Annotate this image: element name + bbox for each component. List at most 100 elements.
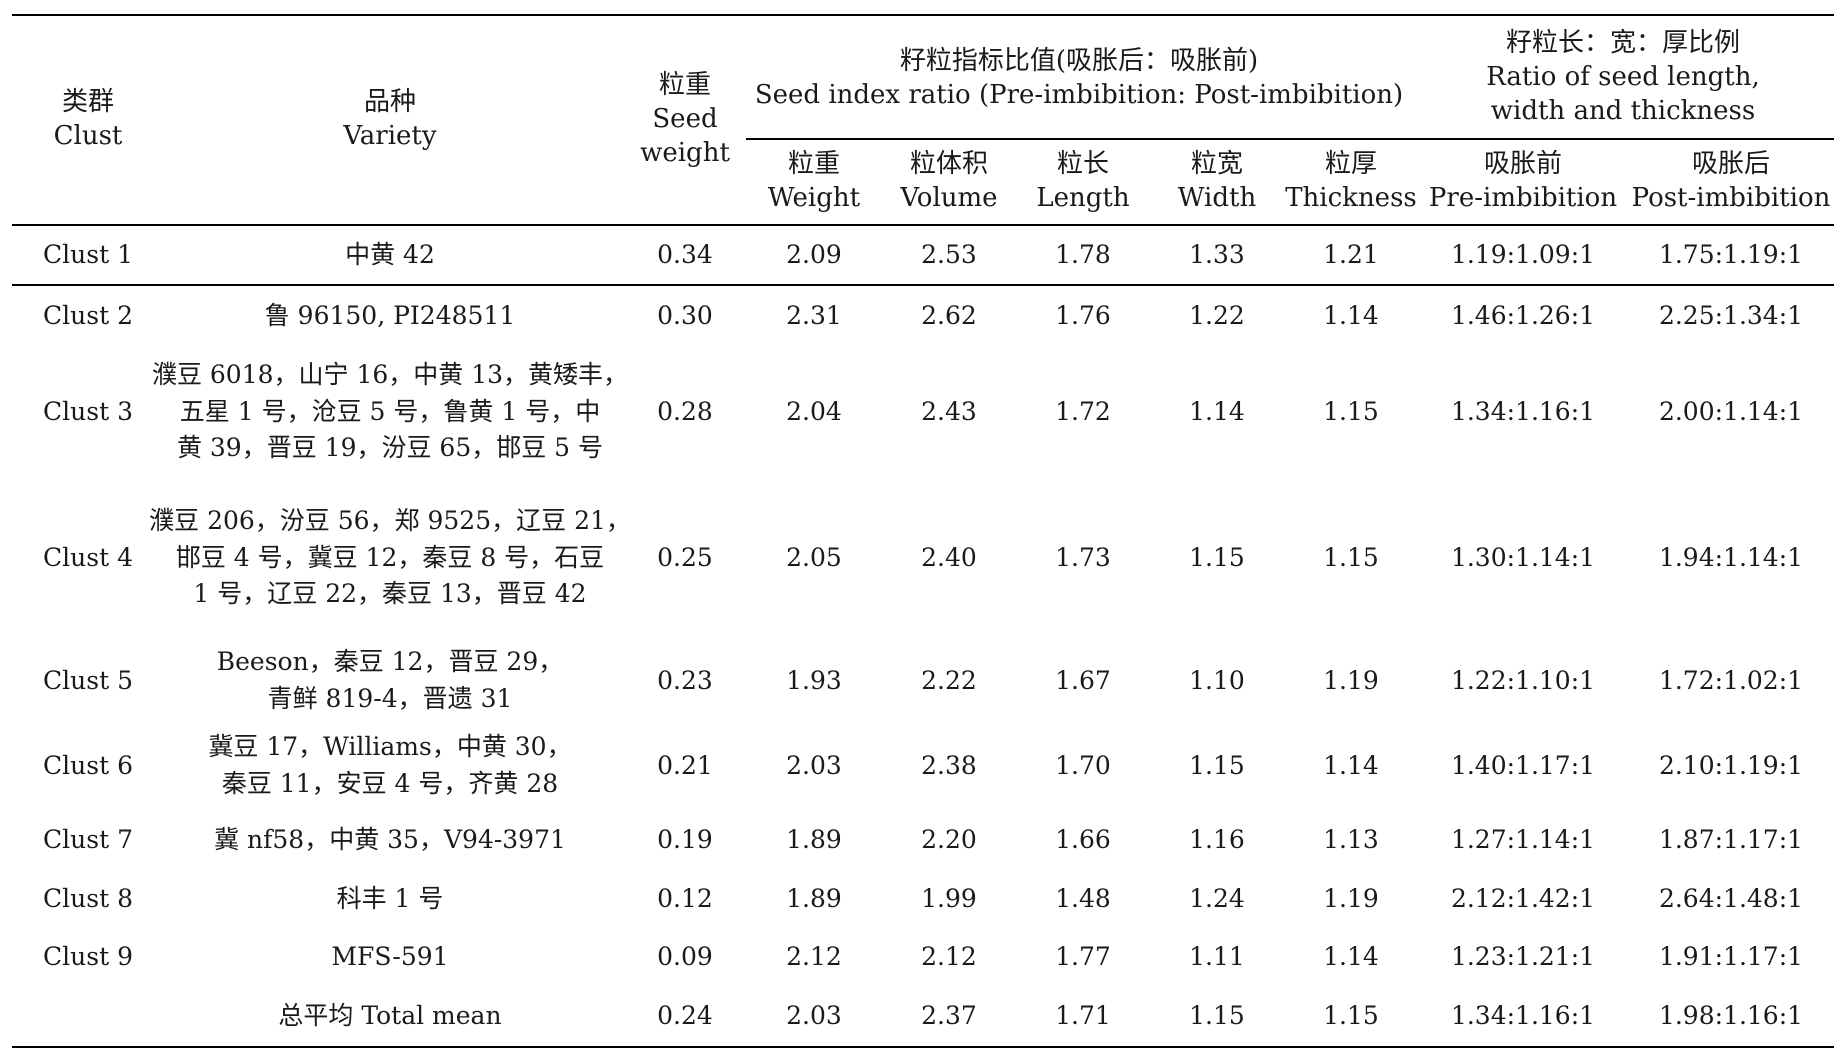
row-5-pre: 1.22:1.10:1 xyxy=(1450,665,1596,695)
header-bottom-rule xyxy=(12,224,1834,226)
header-seed-weight: 粒重 Seed weight xyxy=(625,68,745,172)
row-1-post: 1.75:1.19:1 xyxy=(1658,239,1804,269)
row-9-thickness: 1.14 xyxy=(1323,941,1379,971)
total-mean-label: 总平均 Total mean xyxy=(278,1000,502,1030)
header-volume-en: Volume xyxy=(900,183,998,213)
row-6-variety-line-1: 冀豆 17，Williams，中黄 30， xyxy=(208,732,572,762)
header-seed-weight-zh: 粒重 xyxy=(658,70,711,101)
row-9-length: 1.77 xyxy=(1055,941,1111,971)
row-2-post: 2.25:1.34:1 xyxy=(1658,300,1804,330)
header-lwt-group-en1: Ratio of seed length, xyxy=(1486,62,1760,93)
row-7-width: 1.16 xyxy=(1189,824,1245,854)
row-2-seed-weight: 0.30 xyxy=(657,300,713,330)
header-weight: 粒重 Weight xyxy=(746,144,882,220)
row-8-volume: 1.99 xyxy=(921,883,977,913)
header-clust-zh: 类群 xyxy=(61,87,114,118)
row-3-variety-line-3: 黄 39，晋豆 19，汾豆 65，邯豆 5 号 xyxy=(176,433,604,463)
row-8-seed-weight: 0.12 xyxy=(657,883,713,913)
row-6-pre: 1.40:1.17:1 xyxy=(1450,750,1596,780)
row-8-weight: 1.89 xyxy=(786,883,842,913)
row-9-variety: MFS-591 xyxy=(150,928,630,986)
row-6-seed-weight: 0.21 xyxy=(657,750,713,780)
row-3-variety-line-1: 濮豆 6018，山宁 16，中黄 13，黄矮丰， xyxy=(151,359,629,389)
row-1-clust: Clust 1 xyxy=(43,239,133,269)
header-pre-zh: 吸胀前 xyxy=(1483,149,1562,180)
row-4-width: 1.15 xyxy=(1189,542,1245,572)
header-weight-zh: 粒重 xyxy=(787,149,840,180)
row-8-variety-line-1: 科丰 1 号 xyxy=(336,883,444,913)
row-2-pre: 1.46:1.26:1 xyxy=(1450,300,1596,330)
row-3-seed-weight: 0.28 xyxy=(657,396,713,426)
header-width-zh: 粒宽 xyxy=(1190,149,1243,180)
row-1-seed-weight: 0.34 xyxy=(657,239,713,269)
row-3-width: 1.14 xyxy=(1189,396,1245,426)
header-seed-weight-en1: Seed xyxy=(652,104,718,135)
row-4-thickness: 1.15 xyxy=(1323,542,1379,572)
row-2-weight: 2.31 xyxy=(786,300,842,330)
row-3-weight: 2.04 xyxy=(786,396,842,426)
total-seed-weight: 0.24 xyxy=(657,1000,713,1030)
header-pre-en: Pre-imbibition xyxy=(1428,183,1618,213)
row-5-variety-line-2: 青鲜 819-4，晋遗 31 xyxy=(267,684,513,713)
row-9-width: 1.11 xyxy=(1189,941,1245,971)
row-2-variety: 鲁 96150, PI248511 xyxy=(150,286,630,346)
row-8-thickness: 1.19 xyxy=(1323,883,1379,913)
row-1-volume: 2.53 xyxy=(921,239,977,269)
row-9-weight: 2.12 xyxy=(786,941,842,971)
header-clust-en: Clust xyxy=(53,121,123,151)
row-1-thickness: 1.21 xyxy=(1323,239,1379,269)
header-ratio-group-zh: 籽粒指标比值(吸胀后：吸胀前) xyxy=(899,46,1259,77)
row-6-width: 1.15 xyxy=(1189,750,1245,780)
header-length-zh: 粒长 xyxy=(1056,149,1109,180)
header-thickness-en: Thickness xyxy=(1285,183,1417,213)
row-2-thickness: 1.14 xyxy=(1323,300,1379,330)
header-volume: 粒体积 Volume xyxy=(882,144,1016,220)
row-9-seed-weight: 0.09 xyxy=(657,941,713,971)
row-9-variety-line-1: MFS-591 xyxy=(331,941,449,971)
total-thickness: 1.15 xyxy=(1323,1000,1379,1030)
row-5-width: 1.10 xyxy=(1189,665,1245,695)
header-variety-zh: 品种 xyxy=(363,87,416,118)
row-9-clust: Clust 9 xyxy=(43,941,133,971)
row-7-volume: 2.20 xyxy=(921,824,977,854)
row-8-length: 1.48 xyxy=(1055,883,1111,913)
row-4-clust: Clust 4 xyxy=(43,542,133,572)
row-6-thickness: 1.14 xyxy=(1323,750,1379,780)
row-6-length: 1.70 xyxy=(1055,750,1111,780)
row-3-thickness: 1.15 xyxy=(1323,396,1379,426)
row-4-length: 1.73 xyxy=(1055,542,1111,572)
row-5-variety: Beeson，秦豆 12，晋豆 29， 青鲜 819-4，晋遗 31 xyxy=(150,640,630,722)
row-8-post: 2.64:1.48:1 xyxy=(1658,883,1804,913)
header-variety: 品种 Variety xyxy=(150,80,630,160)
row-7-clust: Clust 7 xyxy=(43,824,133,854)
row-4-pre: 1.30:1.14:1 xyxy=(1450,542,1596,572)
header-ratio-group: 籽粒指标比值(吸胀后：吸胀前) Seed index ratio (Pre-im… xyxy=(746,42,1412,116)
header-variety-en: Variety xyxy=(343,121,437,151)
row-2-clust: Clust 2 xyxy=(43,300,133,330)
bottom-rule xyxy=(12,1046,1834,1048)
row-9-volume: 2.12 xyxy=(921,941,977,971)
row-4-variety: 濮豆 206，汾豆 56，郑 9525，辽豆 21， 邯豆 4 号，冀豆 12，… xyxy=(149,498,631,618)
row-1-pre: 1.19:1.09:1 xyxy=(1450,239,1596,269)
total-pre: 1.34:1.16:1 xyxy=(1450,1000,1596,1030)
top-rule xyxy=(12,14,1834,16)
row-9-pre: 1.23:1.21:1 xyxy=(1450,941,1596,971)
header-length: 粒长 Length xyxy=(1016,144,1150,220)
row-4-variety-line-1: 濮豆 206，汾豆 56，郑 9525，辽豆 21， xyxy=(149,505,631,535)
row-5-seed-weight: 0.23 xyxy=(657,665,713,695)
header-ratio-group-en: Seed index ratio (Pre-imbibition: Post-i… xyxy=(754,80,1404,110)
row-3-variety-line-2: 五星 1 号，沧豆 5 号，鲁黄 1 号，中 xyxy=(179,396,601,426)
row-6-post: 2.10:1.19:1 xyxy=(1658,750,1804,780)
header-post-zh: 吸胀后 xyxy=(1691,149,1770,180)
row-1-variety-line-1: 中黄 42 xyxy=(345,239,435,269)
row-5-volume: 2.22 xyxy=(921,665,977,695)
row-5-thickness: 1.19 xyxy=(1323,665,1379,695)
row-4-volume: 2.40 xyxy=(921,542,977,572)
row-3-volume: 2.43 xyxy=(921,396,977,426)
row-3-clust: Clust 3 xyxy=(43,396,133,426)
row-7-thickness: 1.13 xyxy=(1323,824,1379,854)
row-7-post: 1.87:1.17:1 xyxy=(1658,824,1804,854)
header-clust: 类群 Clust xyxy=(18,80,158,160)
row-6-weight: 2.03 xyxy=(786,750,842,780)
row-1-variety: 中黄 42 xyxy=(150,226,630,284)
